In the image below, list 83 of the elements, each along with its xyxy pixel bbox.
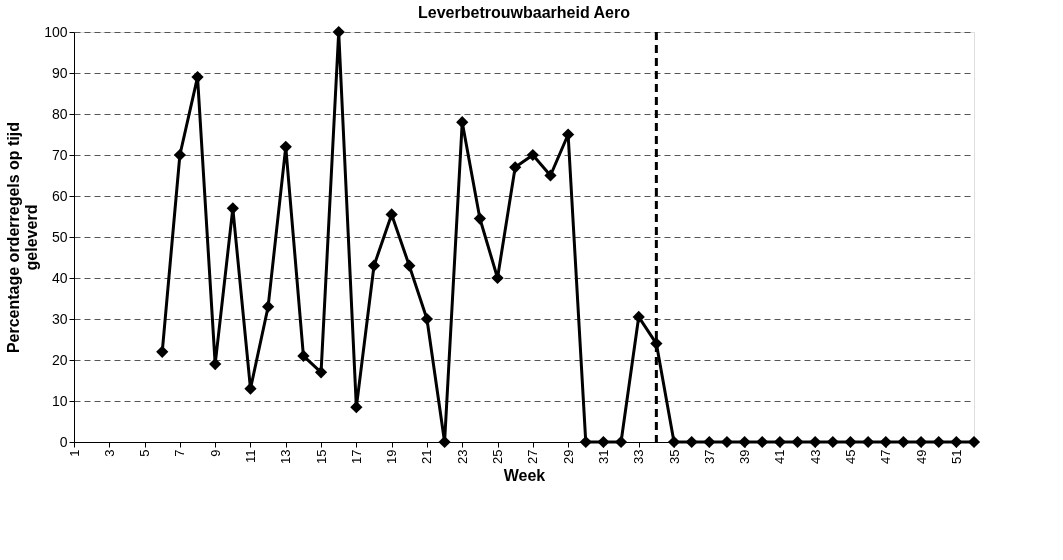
x-tick-label: 39 [737,449,753,464]
x-tick-label: 19 [384,449,400,464]
point [967,435,981,449]
chart-title: Leverbetrouwbaarheid Aero [418,4,631,21]
point [509,161,522,174]
point [738,435,751,449]
point [914,435,928,449]
point [350,401,363,414]
y-tick-label: 0 [59,433,68,450]
point [156,345,169,358]
x-tick-label: 41 [772,449,788,464]
x-tick-label: 47 [878,449,894,464]
x-tick-label: 37 [701,449,717,464]
point [667,435,681,449]
point [614,435,628,449]
x-tick-label: 29 [560,449,576,464]
point [297,349,310,363]
point [561,128,575,141]
point [544,169,557,182]
x-tick-label: 9 [207,449,223,457]
point [703,435,716,449]
point [579,435,592,449]
point [191,70,204,84]
point [438,435,451,449]
x-tick-label: 43 [807,449,823,464]
point [173,148,187,162]
point [597,435,610,449]
x-tick-label: 31 [595,449,611,464]
x-tick-label: 5 [137,449,153,457]
y-tick-label: 50 [51,228,68,245]
x-tick-label: 27 [525,449,541,464]
x-tick-label: 3 [101,449,117,457]
x-tick-label: 17 [348,449,364,464]
point [879,435,892,449]
point [773,435,787,449]
y-axis-title: Percentage orderregels op tijd geleverd [5,121,41,354]
point [932,435,945,449]
y-tick-label: 80 [51,105,68,122]
x-axis-title: Week [503,466,546,484]
point [632,310,645,324]
point [209,357,222,371]
point [826,435,839,449]
point [861,435,875,449]
x-tick-label: 1 [66,449,82,457]
x-tick-label: 15 [313,449,329,464]
x-tick-label: 45 [842,449,858,464]
y-tick-label: 40 [51,269,68,286]
point [261,300,275,313]
point [791,435,804,449]
point [385,208,398,221]
x-tick-label: 49 [913,449,929,464]
x-tick-label: 25 [490,449,506,464]
y-tick-label: 20 [51,351,68,368]
y-tick-label: 10 [51,392,68,409]
point [473,212,487,225]
x-tick-label: 23 [454,449,470,464]
point [403,259,416,272]
y-tick-label: 60 [51,187,68,204]
point [367,259,381,272]
x-tick-label: 33 [631,449,647,464]
point [756,435,769,449]
x-tick-label: 51 [948,449,964,464]
y-tick-label: 90 [51,64,68,81]
point [332,25,345,39]
point [279,140,292,153]
x-tick-label: 35 [666,449,682,464]
x-tick-label: 21 [419,449,435,464]
y-tick-label: 30 [51,310,68,327]
point [314,366,328,379]
point [809,435,822,449]
x-tick-label: 11 [242,449,258,463]
point [720,435,734,449]
y-tick-label: 100 [44,23,68,40]
point [685,435,698,449]
y-tick-label: 70 [51,146,68,163]
point [491,271,504,285]
point [897,435,910,449]
point [950,435,963,449]
x-tick-label: 7 [172,449,188,457]
point [526,148,539,162]
x-tick-label: 13 [278,449,294,464]
point [420,312,434,326]
point [844,435,857,449]
